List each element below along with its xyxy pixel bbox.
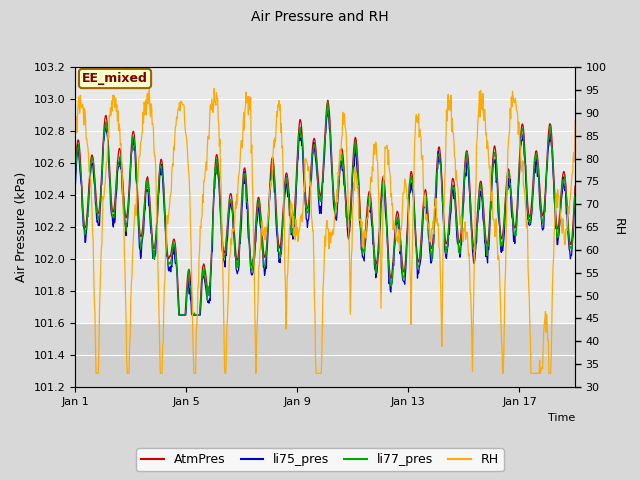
Y-axis label: RH: RH <box>612 218 625 236</box>
Y-axis label: Air Pressure (kPa): Air Pressure (kPa) <box>15 172 28 282</box>
Text: EE_mixed: EE_mixed <box>82 72 148 85</box>
Text: Air Pressure and RH: Air Pressure and RH <box>251 10 389 24</box>
Bar <box>75 323 575 387</box>
Legend: AtmPres, li75_pres, li77_pres, RH: AtmPres, li75_pres, li77_pres, RH <box>136 448 504 471</box>
Text: Time: Time <box>548 413 575 422</box>
